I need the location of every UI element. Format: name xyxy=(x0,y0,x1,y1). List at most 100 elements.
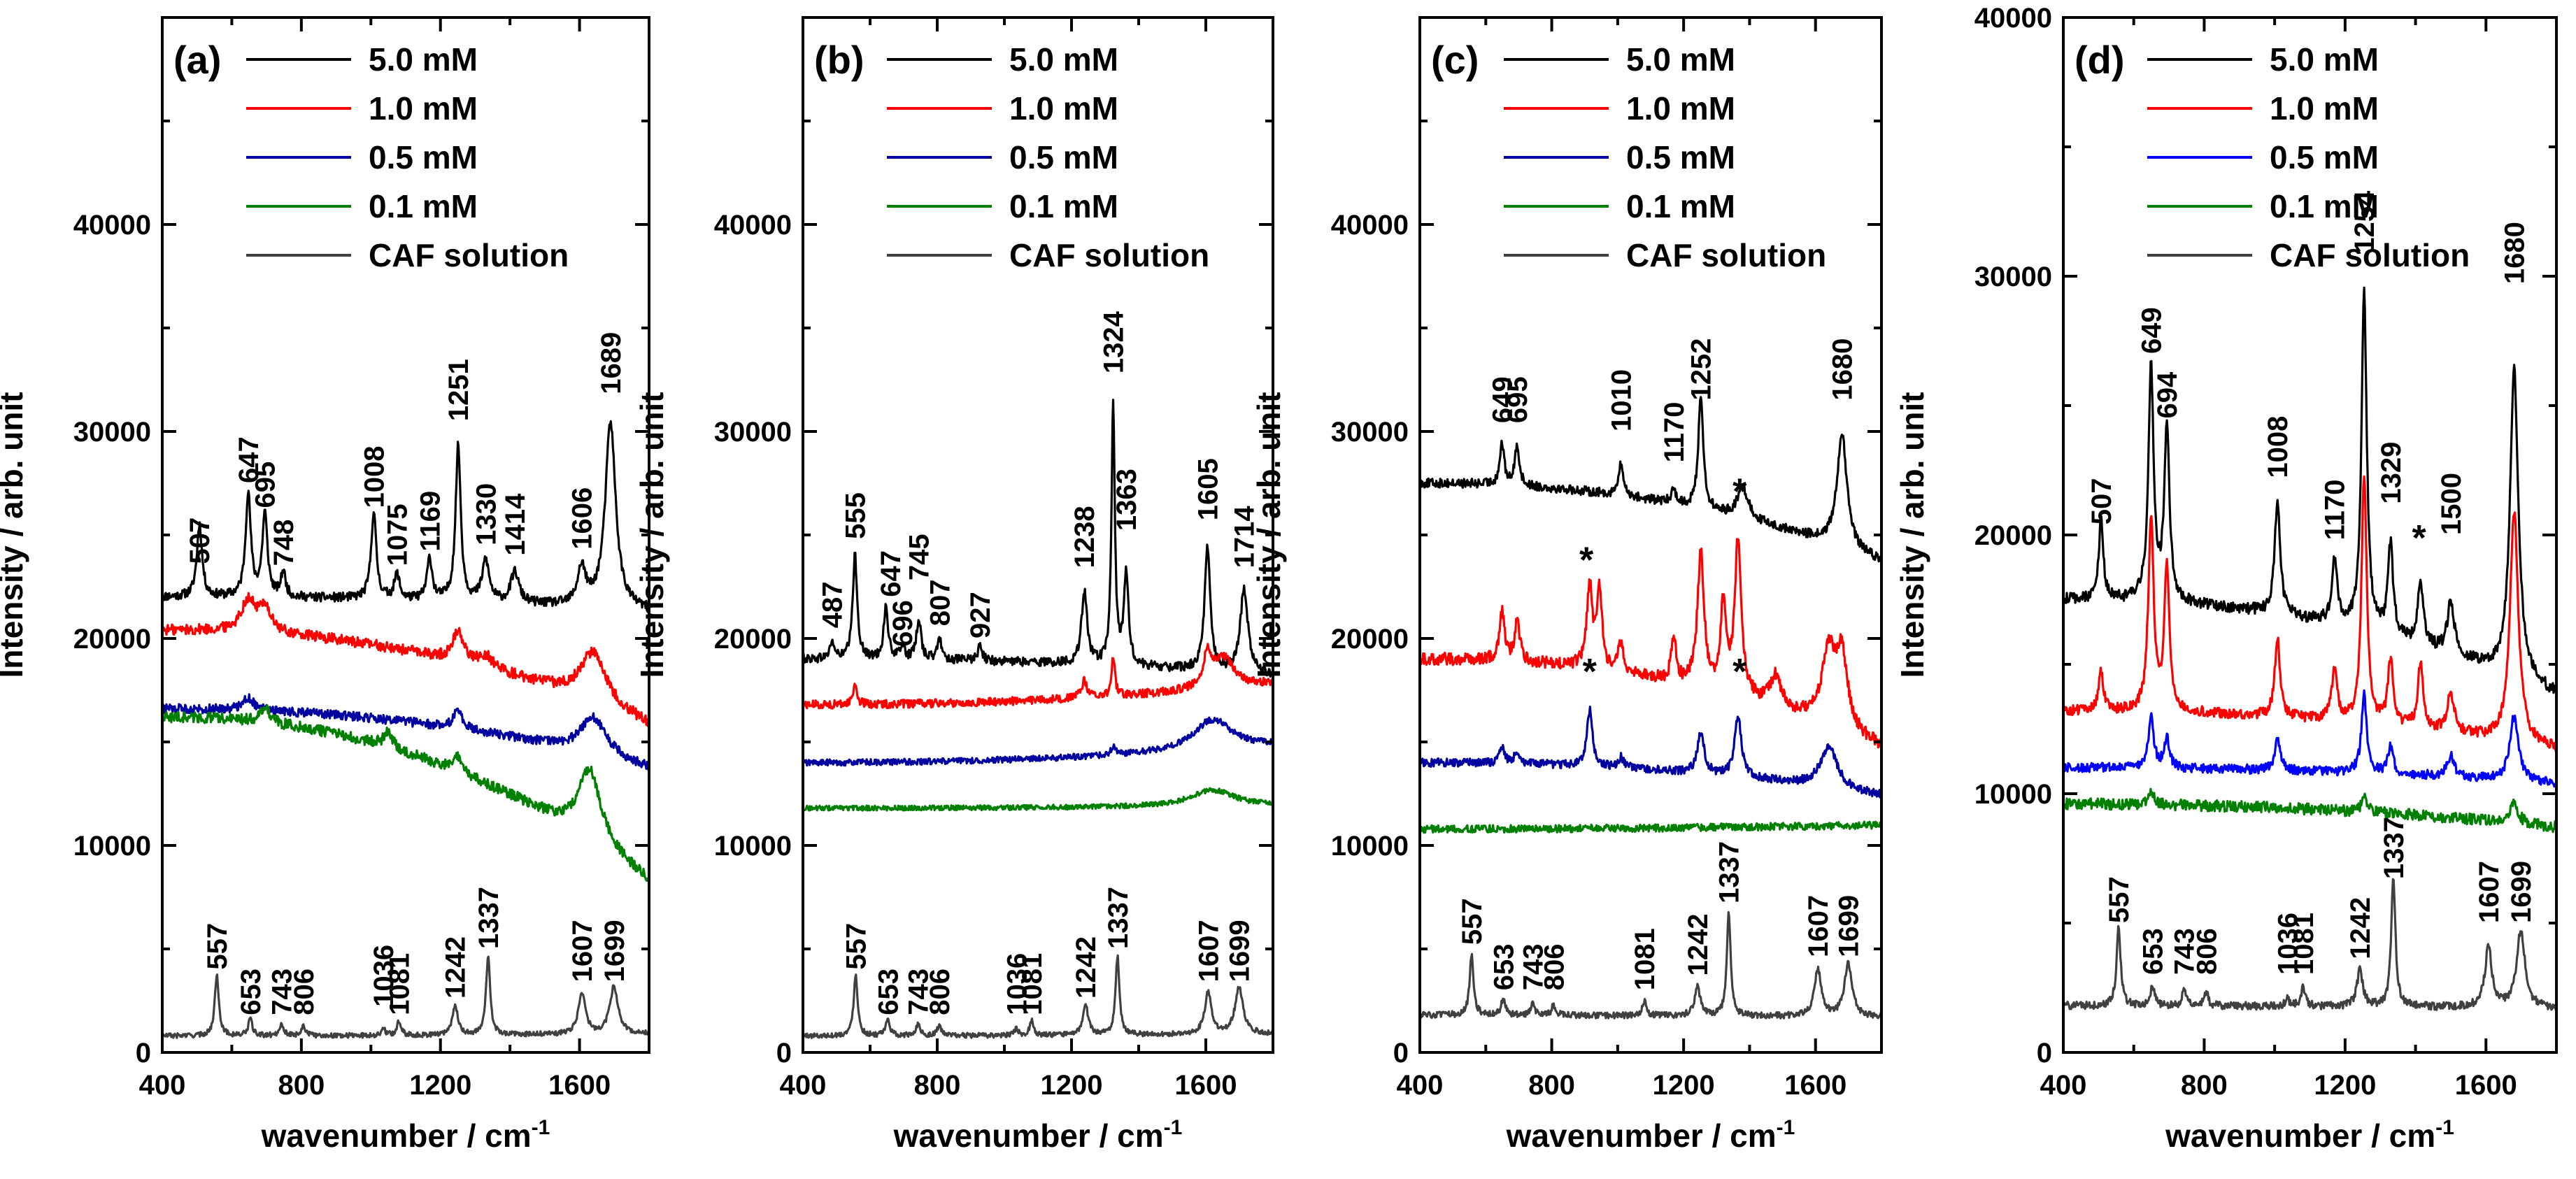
legend: 5.0 mM 1.0 mM 0.5 mM 0.1 mM CAF solution xyxy=(246,41,569,273)
x-axis-title-superscript: -1 xyxy=(1164,1116,1183,1139)
y-tick-label: 0 xyxy=(1393,1038,1409,1069)
y-axis-title: Intensity / arb. unit xyxy=(1251,392,1287,678)
peak-label: 1242 xyxy=(2345,897,2376,959)
peak-label: 1081 xyxy=(2289,913,2319,975)
x-axis-title-superscript: -1 xyxy=(2435,1116,2454,1139)
peak-label: 696 xyxy=(888,600,918,647)
spectrum-line-1-0-mm xyxy=(162,592,649,727)
peak-label: 743 xyxy=(1518,943,1549,990)
y-tick-label: 10000 xyxy=(714,831,792,862)
y-tick-label: 40000 xyxy=(1331,210,1409,241)
legend-label: 1.0 mM xyxy=(1009,90,1118,127)
panel-d: 400 800 1200 1600 0 10000 20000 30000 40000 waven… xyxy=(1894,3,2558,1154)
spectrum-line-caf-solution xyxy=(162,955,649,1039)
legend-label: 5.0 mM xyxy=(1009,41,1118,78)
peak-label: 1036 xyxy=(2272,913,2303,975)
x-tick-label: 1600 xyxy=(1784,1070,1846,1101)
x-axis-title-text: wavenumber / cm xyxy=(1506,1117,1777,1154)
spectrum-line-0-5-mm xyxy=(162,693,649,771)
peak-label: 1689 xyxy=(596,332,627,394)
x-axis-title: wavenumber / cm-1 xyxy=(893,1116,1183,1154)
star-marker: * xyxy=(1732,472,1747,513)
peak-label: 1607 xyxy=(1803,895,1834,957)
peak-label: 647 xyxy=(876,550,906,597)
spectrum-line-0-5-mm xyxy=(2063,689,2556,788)
peak-label: 806 xyxy=(925,969,955,1015)
y-tick-label: 0 xyxy=(776,1038,792,1069)
spectrum-line-0-5-mm xyxy=(1420,706,1881,799)
peak-label: 1714 xyxy=(1230,506,1260,569)
y-tick-label: 20000 xyxy=(1331,624,1409,655)
peak-label: 557 xyxy=(202,923,233,970)
spectrum-line-0-1-mm xyxy=(162,704,649,882)
y-tick-label: 30000 xyxy=(1974,262,2052,292)
peak-label: 1414 xyxy=(500,493,531,556)
x-tick-label: 400 xyxy=(1397,1070,1444,1101)
peak-label: 694 xyxy=(2152,371,2183,418)
peak-label: 555 xyxy=(840,492,871,539)
peak-label: 1337 xyxy=(2379,817,2410,879)
peak-label: 557 xyxy=(2104,876,2135,923)
y-tick-label: 20000 xyxy=(1974,520,2052,551)
x-tick-label: 1200 xyxy=(1653,1070,1715,1101)
spectrum-line-0-1-mm xyxy=(2063,787,2556,834)
y-axis-title: Intensity / arb. unit xyxy=(1894,392,1930,678)
x-axis-title: wavenumber / cm-1 xyxy=(2165,1116,2454,1154)
legend-label: 0.5 mM xyxy=(1009,139,1118,176)
x-tick-label: 1600 xyxy=(548,1070,611,1101)
y-tick-label: 20000 xyxy=(714,624,792,655)
spectrum-line-0-1-mm xyxy=(803,787,1273,812)
peak-label: 807 xyxy=(925,579,955,626)
peak-label: 1081 xyxy=(1017,953,1048,1015)
peak-label: 1699 xyxy=(2506,861,2537,923)
y-tick-label: 40000 xyxy=(714,210,792,241)
x-axis-title-superscript: -1 xyxy=(1777,1116,1795,1139)
x-tick-label: 1600 xyxy=(1175,1070,1237,1101)
panel-c: 400 800 1200 1600 0 10000 20000 30000 40000 waven… xyxy=(1251,16,1883,1154)
peak-label: 653 xyxy=(873,969,904,1015)
peak-label: 1254 xyxy=(2349,190,2380,253)
peak-label: 507 xyxy=(2086,478,2117,524)
peak-label: 649 xyxy=(2136,307,2167,354)
legend-label: 0.5 mM xyxy=(1626,139,1735,176)
peak-label: 1036 xyxy=(1002,953,1032,1015)
peak-label: 1075 xyxy=(383,503,413,566)
legend-label: CAF solution xyxy=(369,237,569,273)
x-tick-label: 1200 xyxy=(409,1070,471,1101)
peak-label: 1242 xyxy=(441,936,471,999)
spectrum-line-1-0-mm xyxy=(1420,538,1881,750)
x-tick-label: 400 xyxy=(2040,1070,2087,1101)
legend: 5.0 mM 1.0 mM 0.5 mM 0.1 mM CAF solution xyxy=(1504,41,1826,273)
peak-label: 1036 xyxy=(369,945,399,1007)
panel-label: (c) xyxy=(1431,38,1479,82)
legend-label: 0.1 mM xyxy=(1009,188,1118,224)
spectrum-line-5-0-mm xyxy=(2063,286,2556,694)
panel-b: 400 800 1200 1600 0 10000 20000 30000 40000 waven… xyxy=(634,16,1274,1154)
y-axis-title: Intensity / arb. unit xyxy=(0,392,29,678)
legend-label: 1.0 mM xyxy=(1626,90,1735,127)
x-axis-title-text: wavenumber / cm xyxy=(2165,1117,2435,1154)
x-tick-label: 400 xyxy=(139,1070,186,1101)
peak-label: 1238 xyxy=(1069,506,1100,568)
y-tick-label: 10000 xyxy=(73,831,151,862)
panel-label: (d) xyxy=(2075,38,2125,82)
x-axis-title-text: wavenumber / cm xyxy=(893,1117,1164,1154)
legend-label: 0.1 mM xyxy=(1626,188,1735,224)
x-tick-label: 1600 xyxy=(2455,1070,2517,1101)
star-marker: * xyxy=(1732,652,1747,692)
spectrum-line-5-0-mm xyxy=(1420,396,1881,563)
legend-label: CAF solution xyxy=(2270,237,2470,273)
peak-label: 1242 xyxy=(1071,936,1102,999)
panel-label: (a) xyxy=(173,38,221,82)
peak-label: 1337 xyxy=(1714,841,1745,903)
peak-label: 695 xyxy=(250,462,281,508)
peak-label: 743 xyxy=(267,969,298,1015)
y-tick-label: 0 xyxy=(136,1038,151,1069)
peak-label: 1607 xyxy=(1193,920,1224,982)
spectra xyxy=(2063,286,2556,1011)
spectra xyxy=(803,399,1273,1039)
peak-label: 1008 xyxy=(359,446,390,508)
y-tick-label: 40000 xyxy=(73,210,151,241)
